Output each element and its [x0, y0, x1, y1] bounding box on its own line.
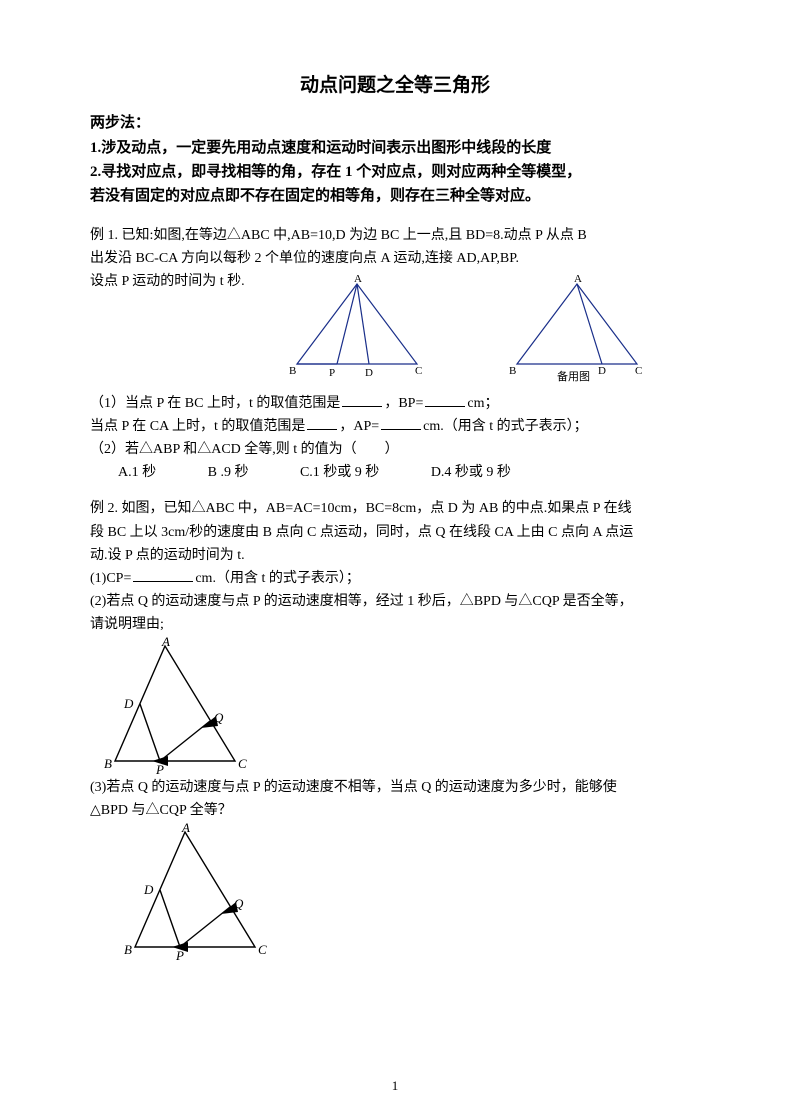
- ex2-q1: (1)CP= cm.（用含 t 的式子表示）；: [90, 567, 700, 590]
- ex2-figure-2: A B C D P Q: [120, 822, 280, 962]
- ex1-options: A.1 秒 B .9 秒 C.1 秒或 9 秒 D.4 秒或 9 秒: [90, 461, 700, 481]
- option-a: A.1 秒: [118, 461, 156, 481]
- label-d: D: [143, 882, 154, 897]
- label-c2: C: [635, 365, 642, 377]
- blank: [425, 392, 465, 407]
- ex1-line3: 设点 P 运动的时间为 t 秒.: [90, 270, 245, 293]
- ex1-q2: 当点 P 在 CA 上时，t 的取值范围是 ，AP= cm.（用含 t 的式子表示）…: [90, 415, 700, 438]
- label-a2: A: [574, 274, 582, 285]
- ex1-figure-2: A B C D 备用图: [497, 274, 667, 384]
- method-line-2: 2.寻找对应点，即寻找相等的角，存在 1 个对应点，则对应两种全等模型，: [90, 160, 700, 184]
- ex2-q3a: (3)若点 Q 的运动速度与点 P 的运动速度不相等，当点 Q 的运动速度为多少…: [90, 776, 700, 799]
- option-c: C.1 秒或 9 秒: [300, 461, 379, 481]
- ex2-q2a: (2)若点 Q 的运动速度与点 P 的运动速度相等，经过 1 秒后，△BPD 与…: [90, 590, 700, 613]
- label-b: B: [124, 942, 132, 957]
- page: 动点问题之全等三角形 两步法： 1.涉及动点，一定要先用动点速度和运动时间表示出…: [0, 0, 790, 1118]
- ex1-q3: （2）若△ABP 和△ACD 全等,则 t 的值为（ ）: [90, 438, 700, 461]
- page-title: 动点问题之全等三角形: [90, 70, 700, 97]
- label-b: B: [104, 756, 112, 771]
- ex1-q1: （1）当点 P 在 BC 上时，t 的取值范围是 ，BP= cm；: [90, 392, 700, 415]
- ex1-q1-c: cm；: [467, 396, 498, 411]
- label-c: C: [238, 756, 247, 771]
- ex1-q1-a: （1）当点 P 在 BC 上时，t 的取值范围是: [90, 396, 340, 411]
- ex2-q1-a: (1)CP=: [90, 571, 131, 586]
- label-b2: B: [509, 365, 516, 377]
- label-c: C: [415, 365, 422, 377]
- ex2-figure-1: A B C D P Q: [100, 636, 260, 776]
- label-d: D: [365, 367, 373, 379]
- label-a: A: [181, 822, 190, 835]
- label-q: Q: [234, 896, 244, 911]
- ex2-line1: 例 2. 如图，已知△ABC 中，AB=AC=10cm，BC=8cm，点 D 为…: [90, 497, 700, 520]
- option-d: D.4 秒或 9 秒: [431, 461, 511, 481]
- label-q: Q: [214, 710, 224, 725]
- ex2-line2: 段 BC 上以 3cm/秒的速度由 B 点向 C 点运动，同时，点 Q 在线段 …: [90, 521, 700, 544]
- blank: [133, 567, 193, 582]
- ex1-line2: 出发沿 BC-CA 方向以每秒 2 个单位的速度向点 A 运动,连接 AD,AP…: [90, 247, 700, 270]
- ex2-q2b: 请说明理由;: [90, 613, 700, 636]
- method-heading: 两步法：: [90, 111, 700, 132]
- ex1-q2-a: 当点 P 在 CA 上时，t 的取值范围是: [90, 419, 305, 434]
- label-d: D: [123, 696, 134, 711]
- ex2-q3b: △BPD 与△CQP 全等？: [90, 799, 700, 822]
- ex1-q2-b: ，AP=: [339, 419, 379, 434]
- label-p: P: [155, 762, 164, 776]
- ex1-figure-1: A B C P D: [277, 274, 437, 384]
- method-line-1: 1.涉及动点，一定要先用动点速度和运动时间表示出图形中线段的长度: [90, 136, 700, 160]
- option-b: B .9 秒: [208, 461, 249, 481]
- label-p: P: [329, 367, 335, 379]
- label-p: P: [175, 948, 184, 962]
- blank: [342, 392, 382, 407]
- blank: [307, 415, 337, 430]
- label-a: A: [354, 274, 362, 285]
- label-c: C: [258, 942, 267, 957]
- label-b: B: [289, 365, 296, 377]
- ex1-q2-c: cm.（用含 t 的式子表示）；: [423, 419, 588, 434]
- method-line-3: 若没有固定的对应点即不存在固定的相等角，则存在三种全等对应。: [90, 184, 700, 208]
- label-a: A: [161, 636, 170, 649]
- ex1-line1: 例 1. 已知:如图,在等边△ABC 中,AB=10,D 为边 BC 上一点,且…: [90, 224, 700, 247]
- caption-spare: 备用图: [557, 369, 590, 383]
- ex2-line3: 动.设 P 点的运动时间为 t.: [90, 544, 700, 567]
- label-d2: D: [598, 365, 606, 377]
- ex1-q1-b: ，BP=: [384, 396, 423, 411]
- page-number: 1: [0, 1078, 790, 1094]
- blank: [381, 415, 421, 430]
- ex2-q1-b: cm.（用含 t 的式子表示）；: [195, 571, 360, 586]
